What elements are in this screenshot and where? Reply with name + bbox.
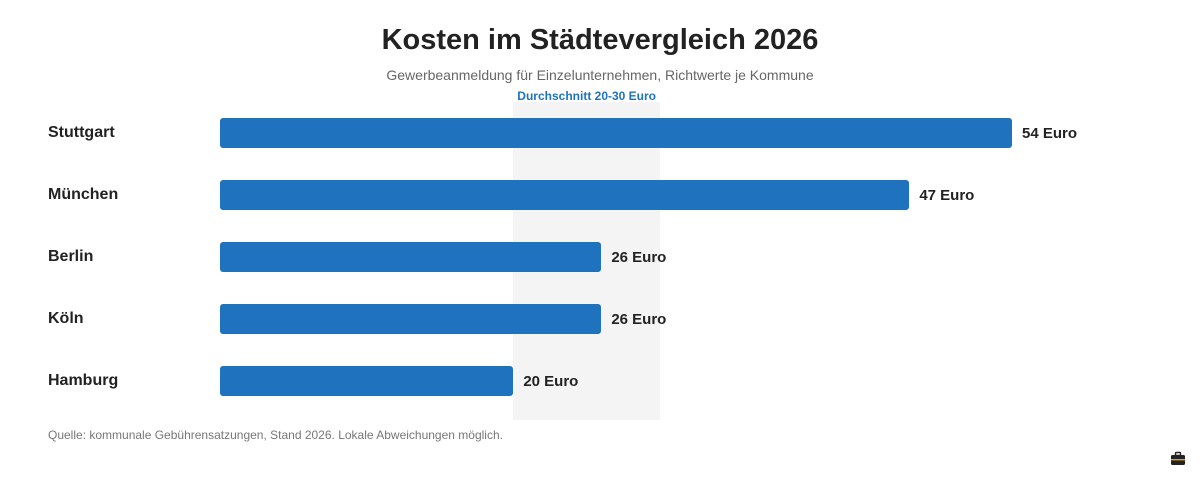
value-label: 54 Euro: [1022, 125, 1078, 142]
bar: [220, 180, 910, 210]
value-label: 26 Euro: [611, 311, 667, 328]
category-label: Köln: [48, 310, 84, 327]
bar: [220, 304, 602, 334]
category-label: Berlin: [48, 248, 94, 265]
average-range-label: Durchschnitt 20-30 Euro: [517, 89, 657, 103]
bar: [220, 242, 602, 272]
category-label: Hamburg: [48, 372, 119, 389]
value-label: 47 Euro: [919, 187, 975, 204]
value-label: 20 Euro: [523, 373, 579, 390]
chart-subtitle: Gewerbeanmeldung für Einzelunternehmen, …: [386, 67, 814, 83]
category-label: München: [48, 186, 119, 203]
bar: [220, 118, 1012, 148]
category-label: Stuttgart: [48, 124, 115, 141]
source-note: Quelle: kommunale Gebührensatzungen, Sta…: [48, 428, 503, 442]
bar: [220, 366, 514, 396]
value-label: 26 Euro: [611, 249, 667, 266]
chart-title: Kosten im Städtevergleich 2026: [381, 24, 819, 56]
briefcase-icon: [1171, 451, 1185, 465]
